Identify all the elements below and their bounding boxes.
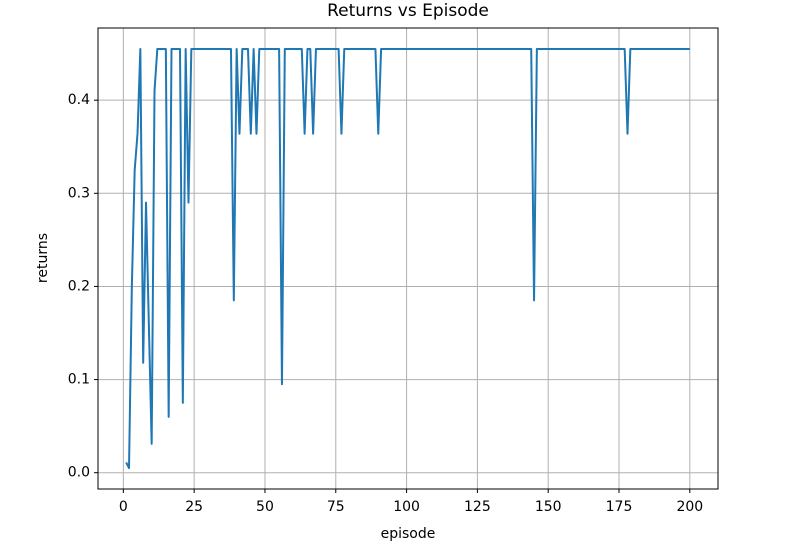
y-tick-label: 0.4 bbox=[68, 92, 90, 108]
y-tick-label: 0.1 bbox=[68, 372, 90, 388]
x-tick-label: 150 bbox=[535, 499, 562, 515]
x-tick-label: 100 bbox=[393, 499, 420, 515]
x-tick-label: 75 bbox=[327, 499, 345, 515]
y-axis-label: returns bbox=[35, 233, 51, 283]
x-tick-label: 175 bbox=[606, 499, 633, 515]
x-axis-label: episode bbox=[381, 526, 436, 542]
plot-frame bbox=[97, 27, 719, 490]
y-tick-label: 0.3 bbox=[68, 185, 90, 201]
chart-title: Returns vs Episode bbox=[327, 1, 489, 21]
x-tick-label: 50 bbox=[256, 499, 274, 515]
x-tick-label: 0 bbox=[119, 499, 128, 515]
y-tick-label: 0.0 bbox=[68, 465, 90, 481]
x-tick-label: 200 bbox=[676, 499, 703, 515]
data-line bbox=[125, 47, 690, 470]
y-tick-label: 0.2 bbox=[68, 278, 90, 294]
x-tick-label: 25 bbox=[185, 499, 203, 515]
x-tick-label: 125 bbox=[464, 499, 491, 515]
